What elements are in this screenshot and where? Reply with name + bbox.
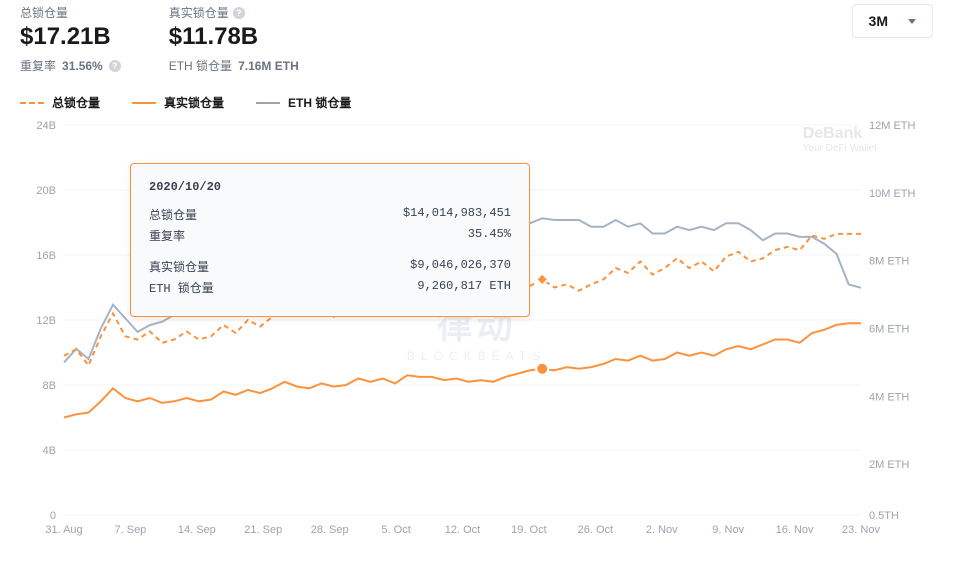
svg-text:19. Oct: 19. Oct: [511, 524, 546, 536]
tooltip-row: 总锁仓量$14,014,983,451: [149, 206, 511, 223]
ratio-label: 重复率: [20, 57, 56, 74]
chevron-down-icon: [908, 19, 916, 24]
tooltip-row: ETH 锁仓量9,260,817 ETH: [149, 279, 511, 296]
svg-text:14. Sep: 14. Sep: [178, 524, 216, 536]
info-icon[interactable]: ?: [109, 60, 121, 72]
tvl-label: 总锁仓量: [20, 4, 68, 21]
tooltip-row: 真实锁仓量$9,046,026,370: [149, 258, 511, 275]
legend-swatch: [132, 102, 156, 104]
svg-text:7. Sep: 7. Sep: [115, 524, 147, 536]
svg-text:12. Oct: 12. Oct: [445, 524, 480, 536]
svg-text:23. Nov: 23. Nov: [842, 524, 880, 536]
svg-text:26. Oct: 26. Oct: [578, 524, 613, 536]
svg-text:9. Nov: 9. Nov: [712, 524, 744, 536]
legend-swatch: [20, 102, 44, 104]
svg-text:5. Oct: 5. Oct: [381, 524, 410, 536]
legend-label: ETH 锁仓量: [288, 94, 351, 111]
svg-text:20B: 20B: [36, 185, 56, 197]
eth-tvl-label: ETH 锁仓量: [169, 57, 232, 74]
chart-tooltip: 2020/10/20 总锁仓量$14,014,983,451 重复率35.45%…: [130, 163, 530, 317]
chart-area[interactable]: 律动 BLOCKBEATS DeBank Your DeFi Wallet 04…: [20, 115, 933, 545]
legend-swatch: [256, 102, 280, 104]
svg-text:21. Sep: 21. Sep: [244, 524, 282, 536]
tooltip-row: 重复率35.45%: [149, 227, 511, 244]
svg-text:0.5TH: 0.5TH: [869, 510, 899, 522]
legend-label: 真实锁仓量: [164, 94, 224, 111]
eth-tvl-value: 7.16M ETH: [238, 59, 299, 73]
svg-text:24B: 24B: [36, 120, 56, 132]
svg-text:8B: 8B: [43, 380, 56, 392]
tooltip-date: 2020/10/20: [149, 180, 511, 194]
legend-tvl[interactable]: 总锁仓量: [20, 94, 100, 111]
legend-eth[interactable]: ETH 锁仓量: [256, 94, 351, 111]
stats-header: 总锁仓量 $17.21B 重复率 31.56% ? 真实锁仓量 ? $11.78…: [20, 0, 933, 82]
svg-text:4B: 4B: [43, 445, 56, 457]
svg-text:8M ETH: 8M ETH: [869, 256, 909, 268]
svg-text:2M ETH: 2M ETH: [869, 459, 909, 471]
real-label: 真实锁仓量: [169, 4, 229, 21]
watermark-debank: DeBank Your DeFi Wallet: [803, 125, 877, 154]
legend: 总锁仓量 真实锁仓量 ETH 锁仓量: [20, 82, 933, 115]
svg-text:0: 0: [50, 510, 56, 522]
stat-real: 真实锁仓量 ? $11.78B ETH 锁仓量 7.16M ETH: [169, 4, 299, 74]
svg-text:16B: 16B: [36, 250, 56, 262]
svg-text:4M ETH: 4M ETH: [869, 391, 909, 403]
range-dropdown[interactable]: 3M: [852, 4, 933, 38]
svg-text:10M ETH: 10M ETH: [869, 188, 916, 200]
legend-label: 总锁仓量: [52, 94, 100, 111]
tvl-value: $17.21B: [20, 23, 121, 51]
svg-text:2. Nov: 2. Nov: [646, 524, 678, 536]
svg-text:6M ETH: 6M ETH: [869, 323, 909, 335]
legend-real[interactable]: 真实锁仓量: [132, 94, 224, 111]
svg-text:16. Nov: 16. Nov: [776, 524, 814, 536]
stat-tvl: 总锁仓量 $17.21B 重复率 31.56% ?: [20, 4, 121, 74]
svg-text:28. Sep: 28. Sep: [311, 524, 349, 536]
svg-text:31. Aug: 31. Aug: [45, 524, 82, 536]
ratio-value: 31.56%: [62, 59, 103, 73]
real-value: $11.78B: [169, 23, 299, 51]
range-value: 3M: [869, 13, 888, 29]
svg-text:12B: 12B: [36, 315, 56, 327]
info-icon[interactable]: ?: [233, 7, 245, 19]
